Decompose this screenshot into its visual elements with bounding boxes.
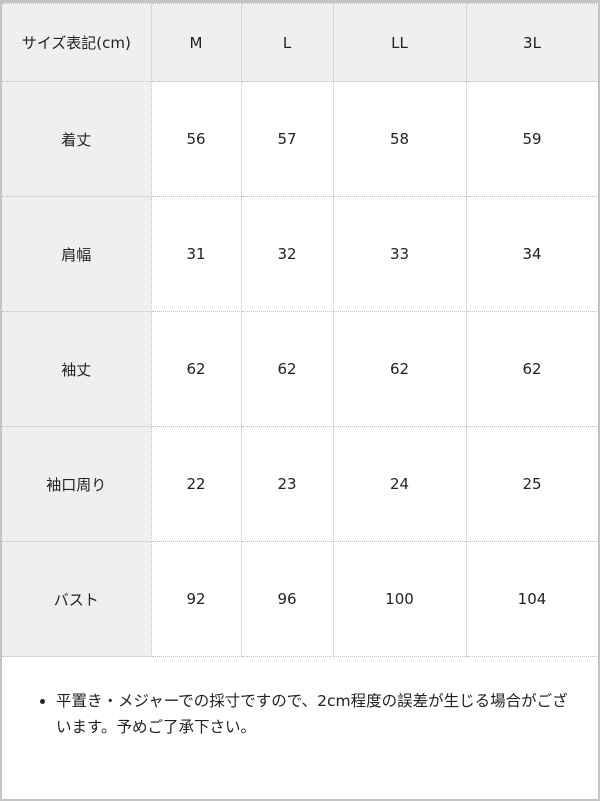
table-cell: 24 [332,426,467,542]
measurement-note: 平置き・メジャーでの採寸ですので、2cm程度の誤差が生じる場合がございます。予め… [40,688,580,740]
table-cell: 104 [465,541,599,657]
table-row: 着丈 56 57 58 59 [2,81,599,197]
table-cell: 23 [240,426,334,542]
row-label: 袖丈 [2,311,152,427]
table-cell: 62 [465,311,599,427]
size-table: サイズ表記(cm) M L LL 3L 着丈 56 57 58 59 肩幅 31… [2,3,599,657]
table-cell: 62 [150,311,242,427]
row-label: 袖口周り [2,426,152,542]
header-cell: L [240,3,334,82]
header-cell: 3L [465,3,599,82]
row-label: 肩幅 [2,196,152,312]
table-cell: 62 [240,311,334,427]
table-cell: 62 [332,311,467,427]
table-row: 袖口周り 22 23 24 25 [2,426,599,542]
table-cell: 33 [332,196,467,312]
header-cell: サイズ表記(cm) [2,3,152,82]
table-row: バスト 92 96 100 104 [2,541,599,657]
table-cell: 56 [150,81,242,197]
table-header-row: サイズ表記(cm) M L LL 3L [2,3,599,82]
row-label: 着丈 [2,81,152,197]
table-cell: 32 [240,196,334,312]
table-cell: 57 [240,81,334,197]
table-cell: 92 [150,541,242,657]
header-cell: LL [332,3,467,82]
table-row: 肩幅 31 32 33 34 [2,196,599,312]
table-cell: 22 [150,426,242,542]
row-label: バスト [2,541,152,657]
header-cell: M [150,3,242,82]
table-cell: 31 [150,196,242,312]
table-cell: 34 [465,196,599,312]
table-row: 袖丈 62 62 62 62 [2,311,599,427]
table-cell: 59 [465,81,599,197]
note-item: 平置き・メジャーでの採寸ですので、2cm程度の誤差が生じる場合がございます。予め… [56,688,580,740]
table-cell: 58 [332,81,467,197]
table-cell: 100 [332,541,467,657]
table-cell: 96 [240,541,334,657]
table-cell: 25 [465,426,599,542]
